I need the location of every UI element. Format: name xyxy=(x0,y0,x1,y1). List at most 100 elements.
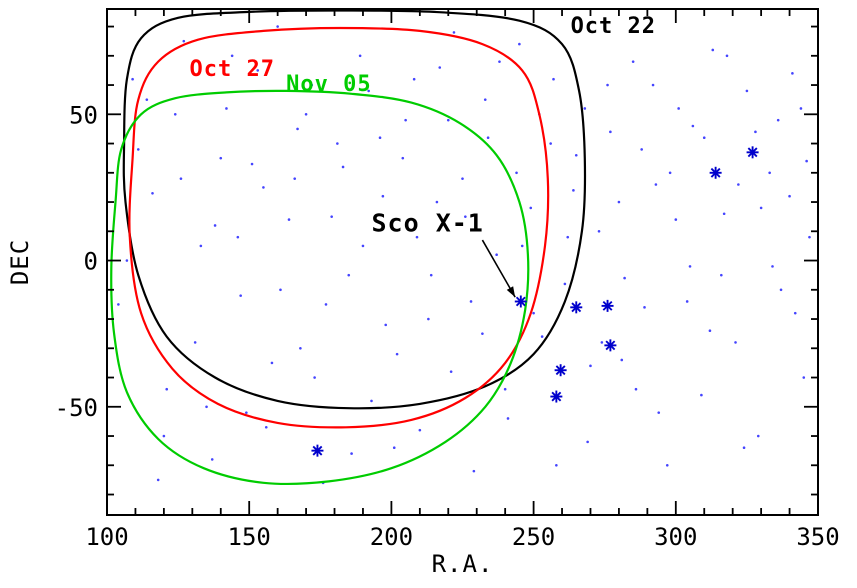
background-star-dot xyxy=(711,48,715,52)
background-star-dot xyxy=(623,276,626,280)
background-star-dot xyxy=(131,77,134,81)
xray-source-marker xyxy=(746,146,759,159)
background-star-dot xyxy=(734,341,737,344)
background-star-dot xyxy=(788,194,791,198)
background-star-dot xyxy=(634,387,638,391)
background-star-dot xyxy=(469,300,473,303)
annotation-sco-x1: Sco X-1 xyxy=(371,208,484,237)
x-tick-label: 250 xyxy=(512,523,555,551)
background-star-dot xyxy=(572,189,575,192)
background-star-dot xyxy=(464,215,467,218)
background-star-dot xyxy=(549,142,552,145)
background-star-dot xyxy=(412,77,416,81)
background-star-dot xyxy=(779,288,783,292)
background-star-dot xyxy=(759,206,763,210)
background-star-dot xyxy=(358,54,362,58)
background-star-dot xyxy=(438,66,442,69)
background-star-dot xyxy=(651,83,655,87)
background-star-dot xyxy=(330,215,333,218)
asterisk-arm xyxy=(515,296,526,307)
background-star-dot xyxy=(239,294,242,297)
background-star-dot xyxy=(552,77,555,81)
contour-label-oct27: Oct 27 xyxy=(189,57,275,83)
x-tick-label: 200 xyxy=(370,523,413,551)
background-star-dot xyxy=(136,148,140,151)
background-star-dot xyxy=(156,478,160,482)
error-box-contour-1 xyxy=(128,26,550,429)
background-star-dot xyxy=(555,463,558,467)
background-star-dot xyxy=(691,124,695,128)
background-star-dot xyxy=(225,107,228,110)
background-star-dot xyxy=(145,98,149,101)
background-star-dot xyxy=(151,191,154,195)
background-star-dot xyxy=(586,440,589,444)
background-star-dot xyxy=(449,370,453,373)
background-star-dot xyxy=(256,69,260,72)
background-star-dot xyxy=(213,224,217,227)
background-star-dot xyxy=(668,171,672,175)
background-star-dot xyxy=(296,127,299,131)
background-star-dot xyxy=(745,89,749,93)
background-star-dot xyxy=(276,25,279,28)
background-star-dot xyxy=(210,458,214,461)
background-star-dot xyxy=(404,118,407,122)
background-star-dot xyxy=(401,156,405,160)
background-star-dot xyxy=(708,329,712,333)
background-star-dot xyxy=(415,235,419,239)
background-star-dot xyxy=(293,177,297,180)
asterisk-arm xyxy=(605,340,616,351)
error-box-contour-2 xyxy=(110,89,530,486)
background-star-dot xyxy=(685,300,689,303)
background-star-dot xyxy=(589,364,592,368)
background-star-dot xyxy=(677,107,680,110)
background-star-dot xyxy=(370,399,373,403)
background-star-dot xyxy=(654,183,658,186)
contour-label-nov05: Nov 05 xyxy=(286,72,372,98)
background-star-dot xyxy=(230,54,234,58)
y-tick-label: 50 xyxy=(69,101,98,129)
background-star-dot xyxy=(287,218,291,221)
background-star-dot xyxy=(245,411,248,414)
background-star-dot xyxy=(702,136,706,139)
x-axis-title: R.A. xyxy=(431,550,494,578)
background-star-dot xyxy=(754,130,757,134)
background-star-dot xyxy=(304,112,308,116)
asterisk-arm xyxy=(747,147,758,158)
background-star-dot xyxy=(722,212,726,216)
background-star-dot xyxy=(793,311,797,315)
sco-x1-arrow-head xyxy=(506,286,516,298)
background-star-dot xyxy=(395,352,399,356)
background-star-dot xyxy=(606,83,609,87)
background-star-dot xyxy=(250,162,254,166)
background-star-dot xyxy=(117,303,120,306)
background-star-dot xyxy=(270,361,274,365)
asterisk-arm xyxy=(710,167,721,178)
background-star-dot xyxy=(279,288,282,292)
background-star-dot xyxy=(776,118,780,122)
background-star-dot xyxy=(725,54,729,58)
background-star-dot xyxy=(506,417,510,420)
background-star-dot xyxy=(609,130,612,134)
xray-source-marker xyxy=(550,390,563,403)
y-axis-title: DEC xyxy=(6,238,34,286)
asterisk-arm xyxy=(602,300,613,311)
background-star-dot xyxy=(452,31,456,34)
background-star-dot xyxy=(173,112,177,116)
background-star-dot xyxy=(162,434,166,438)
background-star-dot xyxy=(688,265,692,268)
background-star-dot xyxy=(802,376,806,379)
background-star-dot xyxy=(392,446,396,450)
background-star-dot xyxy=(742,446,746,450)
background-star-dot xyxy=(481,332,484,335)
background-star-dot xyxy=(472,469,476,473)
background-star-dot xyxy=(720,273,723,277)
xray-source-marker xyxy=(554,364,567,377)
background-star-dot xyxy=(418,428,422,432)
background-star-dot xyxy=(179,177,183,180)
background-star-dot xyxy=(461,177,464,180)
y-tick-label: 0 xyxy=(84,248,98,276)
background-star-dot xyxy=(597,229,601,233)
background-star-dot xyxy=(336,142,339,145)
